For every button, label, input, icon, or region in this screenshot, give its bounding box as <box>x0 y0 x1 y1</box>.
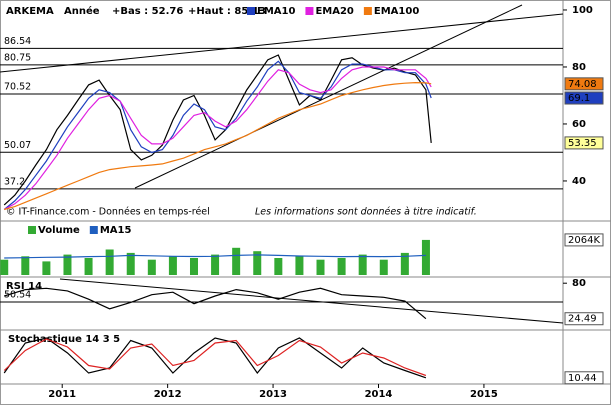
series-line <box>3 54 432 206</box>
volume-bar <box>0 259 9 275</box>
last-value-box <box>564 77 604 91</box>
high-stat: +Haut : 85.13 <box>188 6 266 17</box>
series-line <box>3 337 427 379</box>
volume-bar <box>168 256 177 275</box>
panel-title: RSI 14 <box>6 281 42 292</box>
trend-line <box>0 13 564 73</box>
volume-bar <box>105 249 114 275</box>
source: © IT-Finance.com - Données en temps-réel <box>6 207 210 218</box>
last-value-box <box>564 91 604 105</box>
series-line <box>4 287 427 320</box>
level-label: 86.54 <box>4 36 31 47</box>
volume-bar <box>84 258 93 275</box>
volume-bar <box>253 251 262 275</box>
legend-label: MA15 <box>100 225 132 236</box>
x-tick-label: 2014 <box>365 389 393 400</box>
y-tick-label: 60 <box>572 119 586 130</box>
y-tick-label: 80 <box>572 62 586 73</box>
period: Année <box>64 5 100 17</box>
volume-bar <box>316 259 325 275</box>
level-label: 37.2 <box>4 176 25 187</box>
y-tick-label: 100 <box>572 5 593 16</box>
volume-bar <box>147 259 156 275</box>
volume-bar <box>379 259 388 275</box>
level-label: 50.07 <box>4 140 31 151</box>
series-line <box>3 66 432 211</box>
series-line <box>3 60 432 210</box>
last-value-label: 10.44 <box>568 373 597 384</box>
last-value-box <box>564 312 604 326</box>
volume-bar <box>189 258 198 275</box>
disclaimer: Les informations sont données à titre in… <box>255 207 477 218</box>
series-line <box>4 81 432 211</box>
volume-bar <box>232 247 241 275</box>
x-tick-label: 2013 <box>259 389 287 400</box>
legend-swatch <box>247 7 255 15</box>
volume-bar <box>274 258 283 275</box>
trend-line <box>59 278 564 324</box>
x-tick-label: 2015 <box>470 389 498 400</box>
last-value-label: 69.1 <box>568 93 590 104</box>
volume-bar <box>400 252 409 275</box>
last-value-label: 74.08 <box>568 79 597 90</box>
legend-label: Volume <box>38 225 80 236</box>
panel-title: Stochastique 14 3 5 <box>8 334 120 345</box>
level-label: 80.75 <box>4 52 31 63</box>
last-value-label: 2064K <box>568 235 600 246</box>
volume-bar <box>211 254 220 275</box>
y-tick-label: 40 <box>572 176 586 187</box>
last-value-label: 53.35 <box>568 138 597 149</box>
last-value-box <box>564 233 604 247</box>
legend-swatch <box>28 226 36 234</box>
legend-label: EMA20 <box>315 6 353 17</box>
trend-line <box>134 4 523 189</box>
y-tick-label: 80 <box>572 278 586 289</box>
legend-label: EMA100 <box>374 6 419 17</box>
level-label: 70.52 <box>4 81 31 92</box>
volume-bar <box>21 256 30 275</box>
volume-bar <box>421 239 430 275</box>
volume-bar <box>63 254 72 275</box>
series-line <box>4 254 426 259</box>
low-stat: +Bas : 52.76 <box>112 6 183 17</box>
legend-swatch <box>305 7 314 15</box>
last-value-label: 24.49 <box>568 314 597 325</box>
volume-bar <box>295 256 304 275</box>
x-tick-label: 2011 <box>48 389 76 400</box>
series-line <box>3 338 427 377</box>
volume-bar <box>126 252 135 275</box>
legend-swatch <box>363 7 372 15</box>
x-tick-label: 2012 <box>154 389 182 400</box>
legend-label: EMA10 <box>257 6 295 17</box>
volume-bar <box>42 261 51 275</box>
last-value-box <box>564 136 604 150</box>
chart-title: ARKEMA <box>6 6 54 17</box>
volume-bar <box>337 258 346 275</box>
last-value-box <box>564 371 604 385</box>
legend-swatch <box>89 226 98 234</box>
volume-bar <box>358 254 367 275</box>
level-label: 50.54 <box>4 290 31 301</box>
